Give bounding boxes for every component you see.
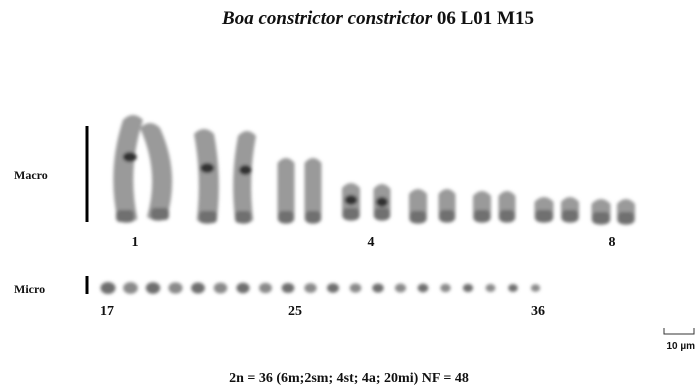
chromosome [531, 284, 540, 291]
scale-bar [664, 328, 694, 334]
chromosome [233, 131, 256, 224]
chromosome [168, 282, 182, 293]
chromosome [304, 283, 316, 293]
chromosome [410, 211, 426, 223]
row-label: Macro [14, 168, 48, 182]
chromosome [343, 208, 359, 220]
chromosome-number: 17 [100, 304, 114, 319]
chromosomes [101, 115, 636, 294]
chromosome [376, 197, 388, 207]
row-label: Micro [14, 282, 45, 296]
chromosome [194, 129, 219, 224]
chromosome [500, 210, 515, 222]
title-rest: 06 L01 M15 [437, 8, 534, 29]
chromosome [191, 282, 205, 293]
chromosome [327, 283, 339, 293]
chromosome [113, 115, 143, 223]
chromosome [618, 212, 634, 224]
chromosome [146, 282, 160, 294]
chromosome [116, 210, 134, 222]
chromosome [418, 284, 429, 293]
chromosome [279, 211, 294, 223]
chromosome [214, 283, 228, 294]
chromosome-number: 36 [531, 304, 545, 319]
karyotype-figure: Boa constrictor constrictor 06 L01 M15 M… [0, 0, 699, 389]
chromosome [200, 163, 214, 173]
chromosome [140, 123, 172, 221]
chromosome [235, 211, 251, 223]
chromosome [199, 211, 217, 223]
chromosome [350, 283, 362, 292]
chromosome [440, 284, 451, 292]
chromosome-number: 25 [288, 304, 302, 319]
chromosome [345, 195, 358, 205]
chromosome [486, 284, 496, 292]
chromosome [151, 208, 169, 220]
chromosome [562, 210, 578, 222]
chromosome [123, 152, 137, 162]
chromosome [440, 210, 455, 222]
title-italic: Boa constrictor constrictor [221, 8, 433, 29]
chromosome [536, 210, 553, 222]
chromosome [101, 282, 116, 294]
chromosome [508, 284, 518, 292]
chromosome [123, 282, 138, 294]
chromosome [282, 283, 295, 293]
title: Boa constrictor constrictor 06 L01 M15 [221, 8, 534, 29]
chromosome-number: 1 [132, 235, 139, 250]
chromosome [259, 283, 272, 293]
caption: 2n = 36 (6m;2sm; 4st; 4a; 20mi) NF = 48 [229, 371, 469, 386]
chromosome [372, 283, 383, 292]
chromosome [395, 284, 406, 293]
chromosome [375, 208, 390, 220]
chromosome [236, 283, 249, 294]
chromosome-number: 4 [368, 235, 375, 250]
chromosome-number: 8 [609, 235, 616, 250]
scale-label: 10 µm [666, 341, 695, 352]
chromosome [306, 211, 321, 223]
chromosome [474, 210, 490, 222]
chromosome [463, 284, 473, 292]
chromosome [239, 165, 252, 175]
chromosome [593, 212, 610, 224]
